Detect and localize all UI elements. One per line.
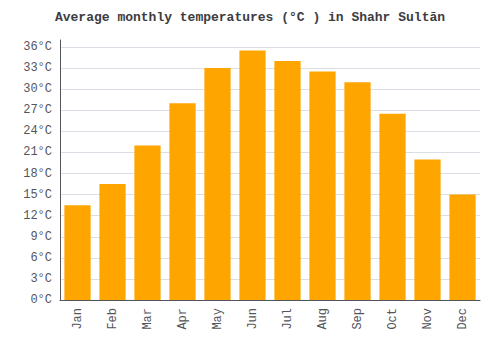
svg-text:Sep: Sep xyxy=(351,308,365,330)
svg-text:9°C: 9°C xyxy=(30,230,52,244)
svg-text:Feb: Feb xyxy=(106,308,120,330)
svg-text:30°C: 30°C xyxy=(23,82,52,96)
svg-text:Dec: Dec xyxy=(456,308,470,330)
svg-text:May: May xyxy=(211,308,225,330)
svg-text:Jun: Jun xyxy=(246,308,260,330)
svg-text:33°C: 33°C xyxy=(23,61,52,75)
svg-text:Aug: Aug xyxy=(316,308,330,330)
svg-text:15°C: 15°C xyxy=(23,188,52,202)
svg-text:27°C: 27°C xyxy=(23,103,52,117)
svg-text:Jul: Jul xyxy=(281,308,295,330)
svg-text:18°C: 18°C xyxy=(23,167,52,181)
svg-text:24°C: 24°C xyxy=(23,124,52,138)
svg-text:Mar: Mar xyxy=(141,308,155,330)
svg-text:Oct: Oct xyxy=(386,308,400,330)
svg-text:0°C: 0°C xyxy=(30,293,52,307)
svg-text:3°C: 3°C xyxy=(30,272,52,286)
svg-text:12°C: 12°C xyxy=(23,209,52,223)
svg-text:6°C: 6°C xyxy=(30,251,52,265)
svg-text:Apr: Apr xyxy=(176,308,190,330)
svg-text:21°C: 21°C xyxy=(23,145,52,159)
svg-text:Nov: Nov xyxy=(421,308,435,330)
svg-text:Average monthly temperatures (: Average monthly temperatures (°C ) in Sh… xyxy=(55,10,445,25)
svg-text:Jan: Jan xyxy=(71,308,85,330)
svg-text:36°C: 36°C xyxy=(23,40,52,54)
